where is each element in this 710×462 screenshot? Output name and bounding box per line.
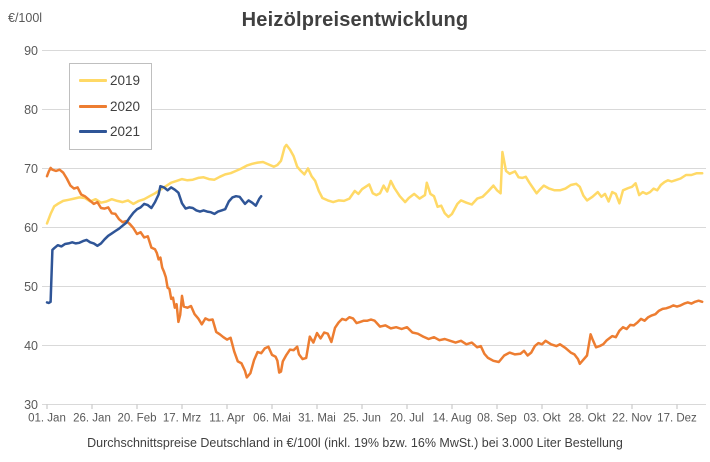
series-line-2021 [45,184,263,305]
legend-item-2021: 2021 [79,119,145,145]
chart-title: Heizölpreisentwicklung [241,9,469,31]
x-tick-label-276: 03. Okt [523,413,561,425]
legend: 2019 2020 2021 [69,63,152,150]
x-tick-label-226: 14. Aug [432,413,471,425]
x-tick-label-301: 28. Okt [568,413,606,425]
legend-label-2019: 2019 [110,73,141,89]
x-tick-label-201: 20. Jul [390,413,424,425]
x-tick-label-101: 11. Apr [209,413,245,425]
legend-item-2020: 2020 [79,94,145,120]
legend-label-2020: 2020 [110,98,141,114]
y-tick-label-90: 90 [24,44,38,58]
y-tick-label-70: 70 [24,162,38,176]
x-tick-label-351: 17. Dez [657,413,697,425]
chart-caption: Durchschnittspreise Deutschland in €/100… [87,436,623,450]
x-tick-label-151: 31. Mai [298,413,336,425]
x-tick-label-1: 01. Jan [28,413,66,425]
series-line-2020 [45,166,704,379]
y-tick-label-30: 30 [24,398,38,412]
y-tick-label-60: 60 [24,221,38,235]
legend-swatch-2021 [79,130,107,134]
x-tick-label-76: 17. Mrz [163,413,202,425]
x-tick-label-176: 25. Jun [343,413,381,425]
x-tick-label-326: 22. Nov [612,413,652,425]
y-axis-unit-label: €/100l [8,11,43,25]
y-tick-label-80: 80 [24,103,38,117]
x-tick-label-126: 06. Mai [253,413,291,425]
y-tick-label-50: 50 [24,280,38,294]
legend-label-2021: 2021 [110,124,141,140]
x-tick-label-251: 08. Sep [477,413,517,425]
legend-item-2019: 2019 [79,68,145,94]
x-tick-label-51: 20. Feb [118,413,157,425]
legend-swatch-2019 [79,79,107,83]
y-tick-label-40: 40 [24,339,38,353]
x-tick-label-26: 26. Jan [73,413,111,425]
series-line-2019 [45,143,704,225]
legend-swatch-2020 [79,104,107,108]
